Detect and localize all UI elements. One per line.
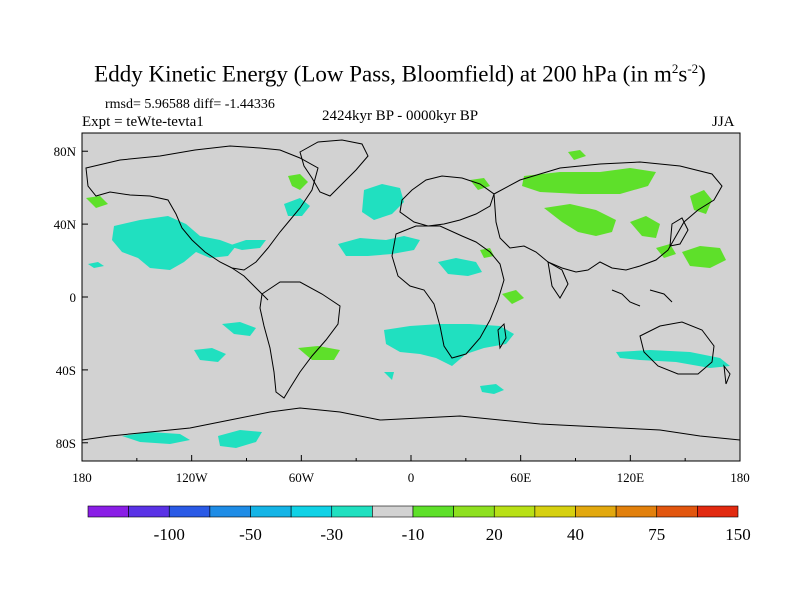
positive-anomaly-region [502,290,524,304]
x-tick-label: 0 [408,470,415,485]
colorbar-swatch [453,505,495,518]
colorbar-swatch [697,505,739,518]
colorbar-label: -10 [402,525,425,544]
colorbar: -100 -50 -30 -10 20 40 75 150 [87,505,751,544]
x-tick-label: 120W [176,470,209,485]
colorbar-swatch [534,505,576,518]
colorbar-label: 75 [648,525,665,544]
chart-title: Eddy Kinetic Energy (Low Pass, Bloomfiel… [94,61,706,87]
x-tick-label: 180 [72,470,92,485]
colorbar-swatch [209,505,251,518]
colorbar-swatch [372,505,414,518]
colorbar-swatch [128,505,170,518]
positive-anomaly-region [630,216,660,238]
x-tick-label: 120E [617,470,645,485]
colorbar-swatch [615,505,658,518]
negative-anomaly-region [112,216,236,270]
colorbar-swatch [168,505,211,518]
y-axis: 80N 40N 0 40S 80S [54,144,88,451]
experiment-label: Expt = teWte-tevta1 [82,114,204,130]
colorbar-label: -30 [320,525,343,544]
season-label: JJA [712,114,735,130]
negative-anomaly-region [480,384,504,394]
x-tick-label: 180 [730,470,750,485]
negative-anomaly-region [338,236,420,256]
negative-anomaly-region [218,430,262,448]
negative-anomaly-region [228,240,266,250]
negative-anomaly-region [362,184,404,220]
positive-anomaly-region [522,168,656,194]
x-tick-label: 60E [510,470,531,485]
positive-anomaly-region [480,248,494,258]
positive-anomaly-region [682,246,726,268]
stats-text: rmsd= 5.96588 diff= -1.44336 [105,97,275,112]
colorbar-swatch [290,505,333,518]
x-tick-label: 60W [289,470,315,485]
positive-anomaly-region [288,174,308,190]
positive-anomaly-region [298,346,340,360]
positive-anomaly-region [656,244,676,258]
colorbar-swatch [493,505,536,518]
positive-anomaly-region [544,204,616,236]
y-tick-label: 80N [54,144,77,159]
negative-anomaly-region [438,258,482,276]
colorbar-swatch [87,505,129,518]
colorbar-swatch [412,505,454,518]
positive-anomaly-region [568,150,586,160]
negative-anomaly-region [222,322,256,336]
colorbar-label: 40 [567,525,584,544]
positive-anomaly-region [86,196,108,208]
negative-anomaly-region [88,262,104,268]
negative-anomaly-region [194,348,226,362]
x-axis: 180 120W 60W 0 60E 120E 180 [72,455,750,485]
colorbar-swatch [575,505,617,518]
negative-anomaly-region [616,350,730,368]
period-label: 2424kyr BP - 0000kyr BP [321,108,479,124]
y-tick-label: 40S [56,363,76,378]
y-tick-label: 80S [56,436,76,451]
anomaly-layer [86,150,730,448]
negative-anomaly-region [122,432,190,444]
colorbar-swatch [250,505,292,518]
colorbar-label: -100 [154,525,185,544]
colorbar-label: 20 [486,525,503,544]
y-tick-label: 0 [70,290,77,305]
colorbar-swatch [331,505,373,518]
positive-anomaly-region [690,190,712,214]
colorbar-swatch [656,505,698,518]
coastlines [81,139,741,441]
y-tick-label: 40N [54,217,77,232]
colorbar-label: -50 [239,525,262,544]
colorbar-label: 150 [725,525,751,544]
negative-anomaly-region [384,372,394,380]
